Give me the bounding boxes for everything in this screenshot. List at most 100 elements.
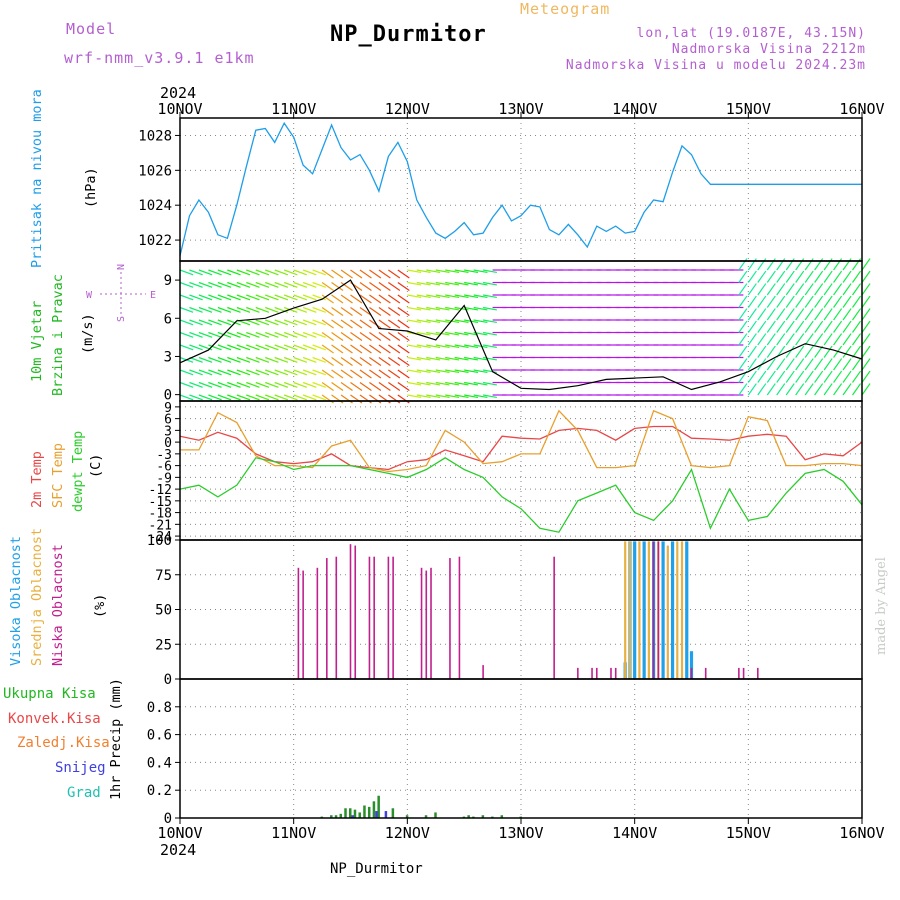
- wind-barb: [321, 394, 334, 404]
- wind-barb: [312, 356, 326, 363]
- high-cloud-bar: [670, 541, 675, 679]
- wind-barb: [217, 381, 232, 388]
- wind-barb: [388, 369, 401, 379]
- wind-barb: [293, 281, 308, 288]
- wind-barb: [776, 295, 786, 308]
- wind-barb: [302, 269, 317, 276]
- wind-barb: [293, 319, 308, 326]
- wind-ylabel: 10m Vjetar: [29, 300, 45, 382]
- high-cloud-bar: [623, 662, 627, 679]
- wind-barb: [378, 357, 391, 367]
- wind-barb: [350, 357, 363, 367]
- wind-barb: [776, 383, 786, 396]
- wind-barb: [359, 294, 372, 304]
- y-tick-label: 50: [155, 603, 172, 619]
- wind-barb: [464, 331, 479, 336]
- wind-barb: [179, 381, 194, 388]
- y-tick-label: -24: [149, 530, 173, 545]
- y-tick-label: -6: [156, 460, 172, 475]
- wind-barb: [340, 382, 353, 392]
- wind-barb: [369, 332, 382, 342]
- wind-barb: [350, 319, 363, 329]
- wind-barb: [208, 306, 222, 313]
- low-cloud-bar: [302, 570, 304, 679]
- wind-barb: [388, 357, 401, 367]
- wind-barb: [302, 281, 317, 288]
- low-cloud-bar: [738, 667, 740, 679]
- wind-barb: [426, 356, 441, 361]
- wind-barb: [454, 294, 469, 299]
- wind-barb: [331, 282, 344, 292]
- temp-unit: (C): [88, 453, 104, 478]
- wind-barb: [747, 283, 757, 296]
- wind-barb: [302, 394, 317, 401]
- wind-barb: [208, 344, 222, 351]
- wind-barb: [785, 283, 795, 296]
- wind-barb: [255, 331, 270, 338]
- wind-barb: [217, 281, 232, 288]
- compass-south: S: [116, 316, 127, 322]
- wind-barb: [179, 394, 194, 401]
- wind-barb: [331, 344, 344, 354]
- wind-barb: [416, 294, 431, 299]
- wind-barb: [302, 294, 317, 301]
- wind-barb: [435, 344, 450, 349]
- wind-barb: [445, 394, 460, 399]
- mid-cloud-bar: [680, 541, 684, 679]
- sfc-temp-line: [180, 409, 863, 473]
- wind-barb: [445, 356, 460, 361]
- wind-barb: [861, 333, 871, 346]
- wind-barb: [283, 381, 298, 388]
- wind-barb: [359, 319, 372, 329]
- wind-barb: [738, 320, 748, 333]
- compass-west: W: [86, 290, 93, 301]
- credit-text: made by Angel: [874, 557, 889, 655]
- wind-barb: [312, 369, 326, 376]
- wind-barb: [416, 281, 431, 286]
- wind-barb: [483, 344, 498, 349]
- conv-precip-label: Konvek.Kisa: [8, 711, 101, 727]
- wind-barb: [198, 319, 213, 326]
- wind-barb: [416, 269, 431, 274]
- wind-barb: [359, 357, 372, 367]
- x-tick-label-bottom: 14NOV: [612, 824, 657, 842]
- wind-barb: [179, 294, 194, 301]
- wind-barb: [312, 281, 326, 288]
- wind-barb: [861, 345, 871, 358]
- model-elevation-text: Nadmorska Visina u modelu 2024.23m: [565, 58, 866, 73]
- wind-barb: [217, 394, 232, 401]
- y-tick-label: 1022: [138, 233, 172, 249]
- wind-barb: [823, 383, 833, 396]
- wind-barb: [302, 344, 317, 351]
- wind-barb: [823, 370, 833, 383]
- wind-barb: [416, 381, 431, 386]
- wind-barb: [283, 394, 298, 401]
- wind-barb: [814, 320, 824, 333]
- wind-barb: [785, 308, 795, 321]
- model-label: Model: [66, 20, 117, 38]
- wind-barb: [198, 306, 213, 313]
- x-tick-label-top: 16NOV: [839, 100, 884, 118]
- wind-barb: [283, 281, 298, 288]
- wind-barb: [814, 345, 824, 358]
- wind-barb: [350, 344, 363, 354]
- wind-barb: [766, 295, 776, 308]
- mid-cloud-bar: [666, 545, 669, 679]
- total-precip-bar: [462, 816, 466, 818]
- wind-barb: [861, 258, 871, 271]
- wind-barb: [236, 319, 251, 326]
- wind-barb: [861, 308, 871, 321]
- pressure-unit: (hPa): [83, 167, 99, 208]
- snow-bar: [375, 811, 378, 818]
- wind-barb: [795, 308, 805, 321]
- wind-barb: [293, 381, 308, 388]
- wind-barb: [331, 269, 344, 279]
- wind-barb: [208, 294, 222, 301]
- wind-barb: [464, 381, 479, 386]
- wind-barb: [246, 331, 260, 338]
- y-tick-label: 0.6: [147, 728, 172, 744]
- wind-barb: [350, 294, 363, 304]
- wind-barb: [445, 281, 460, 286]
- wind-barb: [369, 307, 382, 317]
- total-precip-bar: [372, 801, 376, 818]
